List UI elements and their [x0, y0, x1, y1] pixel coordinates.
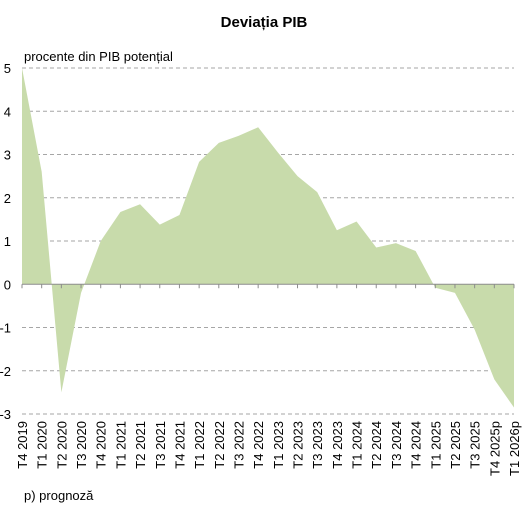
y-tick-label: 5: [4, 61, 11, 76]
x-tick-label: T3 2023: [310, 421, 325, 469]
y-tick-label: 2: [4, 191, 11, 206]
x-tick-label: T3 2024: [389, 421, 404, 469]
x-tick-label: T1 2025: [428, 421, 443, 469]
x-tick-label: T4 2025p: [487, 421, 502, 476]
x-tick-label: T3 2021: [153, 421, 168, 469]
x-tick-label: T1 2026p: [507, 421, 522, 476]
x-tick-label: T1 2024: [350, 421, 365, 469]
x-tick-label: T3 2025: [468, 421, 483, 469]
x-tick-label: T1 2020: [35, 421, 50, 469]
x-tick-label: T3 2022: [231, 421, 246, 469]
x-tick-label: T4 2022: [251, 421, 266, 469]
y-tick-label: 1: [4, 234, 11, 249]
x-tick-label: T1 2023: [271, 421, 286, 469]
y-tick-label: 3: [4, 148, 11, 163]
x-tick-label: T3 2020: [74, 421, 89, 469]
x-tick-label: T4 2020: [94, 421, 109, 469]
footnote: p) prognoză: [24, 488, 94, 503]
x-tick-label: T4 2019: [15, 421, 30, 469]
x-tick-label: T1 2022: [192, 421, 207, 469]
x-tick-label: T4 2024: [409, 421, 424, 469]
x-tick-label: T2 2021: [133, 421, 148, 469]
x-tick-label: T4 2021: [172, 421, 187, 469]
x-tick-label: T2 2023: [291, 421, 306, 469]
y-tick-label: -1: [0, 321, 11, 336]
series-area: [22, 68, 514, 408]
x-tick-label: T2 2020: [54, 421, 69, 469]
y-tick-label: 0: [4, 277, 11, 292]
x-tick-label: T2 2022: [212, 421, 227, 469]
y-tick-label: 4: [4, 104, 11, 119]
x-tick-label: T2 2025: [448, 421, 463, 469]
x-tick-label: T1 2021: [113, 421, 128, 469]
y-tick-label: -3: [0, 407, 11, 422]
chart-title: Deviația PIB: [220, 14, 308, 31]
y-tick-label: -2: [0, 364, 11, 379]
x-tick-label: T2 2024: [369, 421, 384, 469]
y-axis-label: procente din PIB potențial: [24, 49, 173, 64]
x-tick-label: T4 2023: [330, 421, 345, 469]
